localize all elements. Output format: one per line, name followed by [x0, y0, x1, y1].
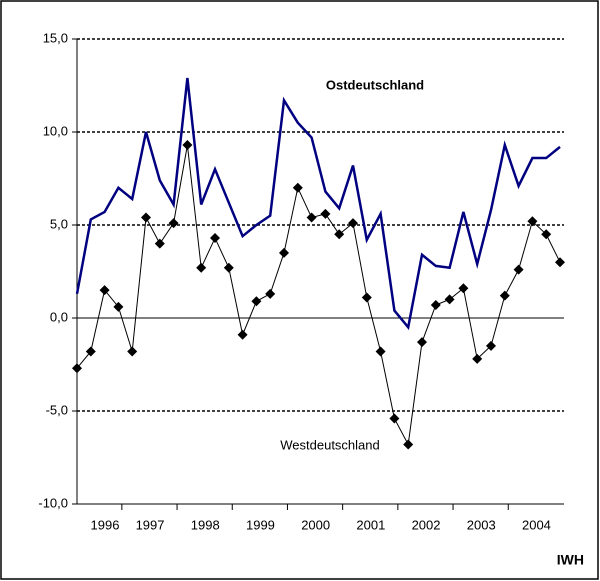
source: IWH: [557, 552, 584, 568]
marker: [403, 439, 414, 450]
marker: [196, 262, 207, 273]
marker: [389, 413, 400, 424]
marker: [182, 140, 193, 151]
marker: [141, 212, 151, 223]
marker: [306, 212, 317, 223]
series-label: Westdeutschland: [280, 437, 380, 452]
x-tick-label: 1998: [191, 517, 220, 532]
marker: [237, 329, 248, 340]
y-tick-label: -10,0: [38, 495, 68, 510]
y-tick-label: 0,0: [50, 309, 68, 324]
x-tick-label: 1999: [246, 517, 275, 532]
marker: [334, 229, 345, 240]
marker: [210, 233, 220, 244]
y-tick-label: 5,0: [50, 216, 68, 231]
x-tick-label: 1996: [91, 517, 120, 532]
x-tick-label: 1997: [136, 517, 165, 532]
marker: [251, 296, 262, 307]
marker: [430, 299, 441, 310]
marker: [555, 257, 565, 268]
marker: [72, 363, 82, 374]
marker: [472, 353, 483, 364]
x-tick-label: 2003: [467, 517, 496, 532]
marker: [444, 294, 455, 305]
marker: [320, 208, 331, 219]
y-tick-label: 10,0: [43, 123, 68, 138]
marker: [85, 346, 96, 357]
marker: [279, 247, 289, 258]
x-tick-label: 2002: [412, 517, 441, 532]
marker: [513, 264, 524, 275]
marker: [113, 301, 124, 312]
series-label: Ostdeutschland: [326, 77, 424, 92]
x-tick-label: 2004: [522, 517, 551, 532]
line: [75, 77, 561, 331]
marker: [292, 182, 303, 193]
marker: [458, 283, 469, 294]
marker: [375, 346, 386, 357]
marker: [361, 292, 372, 303]
x-tick-label: 2001: [356, 517, 385, 532]
marker: [348, 218, 358, 229]
marker: [168, 218, 179, 229]
marker: [527, 216, 538, 227]
marker: [223, 262, 234, 273]
x-tick-label: 2000: [301, 517, 330, 532]
y-tick-label: -5,0: [46, 402, 68, 417]
marker: [99, 285, 110, 296]
marker: [499, 290, 510, 301]
marker: [265, 288, 276, 299]
marker: [486, 340, 496, 351]
marker: [417, 337, 427, 348]
y-tick-label: 15,0: [43, 30, 68, 45]
marker: [154, 238, 165, 249]
marker: [541, 229, 552, 240]
marker: [127, 346, 138, 357]
